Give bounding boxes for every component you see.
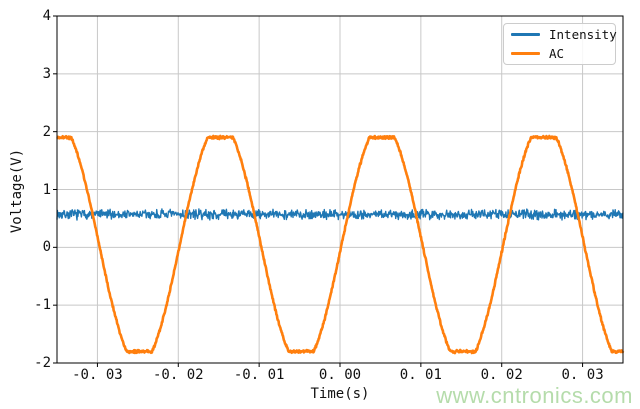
series-line-ac: [56, 134, 625, 355]
legend-item-ac: AC: [504, 46, 615, 62]
ac-line-swatch: [511, 52, 540, 55]
y-tick-label: 2: [42, 123, 51, 140]
legend-label-ac: AC: [549, 45, 565, 61]
x-tick-label: -0. 02: [152, 367, 204, 383]
legend: Intensity AC: [503, 23, 617, 65]
watermark: www.cntronics.com: [436, 383, 633, 408]
x-tick-label: 0. 01: [399, 367, 442, 383]
x-tick-label: 0. 02: [480, 367, 523, 383]
y-tick-label: 1: [42, 181, 51, 198]
x-tick-label: 0. 03: [561, 367, 604, 383]
y-tick-label: -2: [34, 355, 51, 371]
x-tick-label: -0. 01: [233, 367, 285, 383]
x-tick-label: -0. 03: [72, 367, 123, 383]
y-tick-label: -1: [34, 297, 51, 314]
x-tick-label: 0. 00: [318, 367, 362, 383]
series-line-intensity: [56, 208, 624, 221]
intensity-line-swatch: [511, 33, 540, 36]
y-tick-label: 3: [42, 65, 51, 82]
legend-label-intensity: Intensity: [549, 26, 617, 42]
legend-item-intensity: Intensity: [504, 26, 617, 43]
x-axis-label: Time(s): [310, 386, 370, 402]
y-tick-label: 0: [42, 239, 51, 256]
y-tick-label: 4: [42, 8, 51, 24]
